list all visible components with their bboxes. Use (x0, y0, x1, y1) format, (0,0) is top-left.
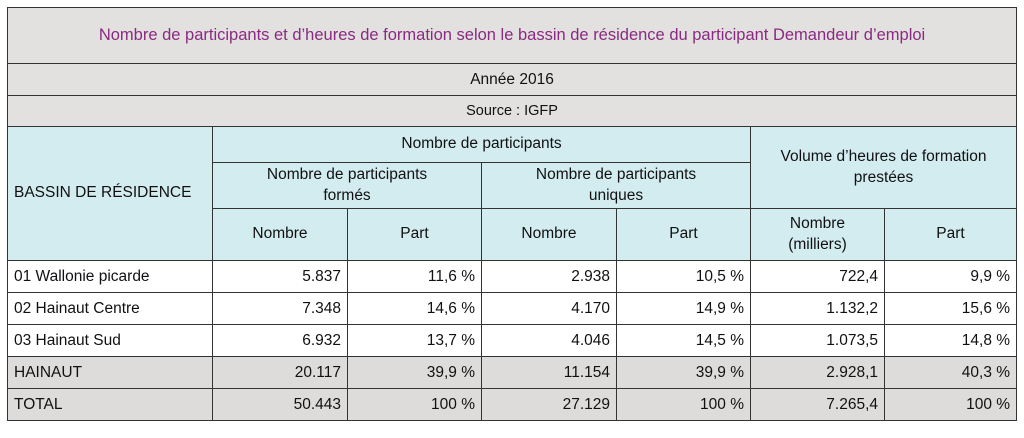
total-uniques-nombre: 27.129 (481, 388, 617, 421)
row-heures-part: 15,6 % (883, 292, 1018, 325)
row-bassin: 02 Hainaut Centre (7, 292, 213, 325)
row-heures-part: 14,8 % (883, 324, 1018, 357)
row-formes-nombre: 7.348 (212, 292, 348, 325)
header-uniques-part: Part (616, 208, 751, 261)
hainaut-row: HAINAUT 20.117 39,9 % 11.154 39,9 % 2.92… (7, 356, 1018, 389)
table-row: 01 Wallonie picarde 5.837 11,6 % 2.938 1… (7, 260, 1018, 293)
year-banner: Année 2016 (6, 63, 1018, 96)
total-bassin: TOTAL (7, 388, 213, 421)
hainaut-formes-part: 39,9 % (347, 356, 482, 389)
row-formes-nombre: 6.932 (212, 324, 348, 357)
total-formes-nombre: 50.443 (212, 388, 348, 421)
row-heures-nombre: 1.073,5 (750, 324, 885, 357)
header-nb-participants: Nombre de participants (212, 126, 751, 163)
total-formes-part: 100 % (347, 388, 482, 421)
header-volume-heures: Volume d’heures de formation prestées (749, 126, 1018, 209)
hainaut-formes-nombre: 20.117 (212, 356, 348, 389)
row-heures-nombre: 1.132,2 (750, 292, 885, 325)
row-bassin: 03 Hainaut Sud (7, 324, 213, 357)
total-uniques-part: 100 % (616, 388, 751, 421)
header-heures-part: Part (883, 208, 1018, 261)
table-title: Nombre de participants et d’heures de fo… (6, 7, 1018, 64)
row-uniques-nombre: 2.938 (481, 260, 617, 293)
header-uniques-nombre: Nombre (481, 208, 617, 261)
row-uniques-part: 10,5 % (616, 260, 751, 293)
total-row: TOTAL 50.443 100 % 27.129 100 % 7.265,4 … (7, 388, 1018, 421)
row-bassin: 01 Wallonie picarde (7, 260, 213, 293)
participants-table: Nombre de participants et d’heures de fo… (6, 7, 1018, 421)
source-banner: Source : IGFP (6, 95, 1018, 127)
row-uniques-nombre: 4.170 (481, 292, 617, 325)
total-heures-part: 100 % (883, 388, 1018, 421)
header-formes-part: Part (347, 208, 482, 261)
header-bassin: BASSIN DE RÉSIDENCE (7, 126, 213, 261)
hainaut-uniques-nombre: 11.154 (481, 356, 617, 389)
hainaut-uniques-part: 39,9 % (616, 356, 751, 389)
row-uniques-part: 14,5 % (616, 324, 751, 357)
hainaut-bassin: HAINAUT (7, 356, 213, 389)
header-formes-nombre: Nombre (212, 208, 348, 261)
row-heures-part: 9,9 % (883, 260, 1018, 293)
header-heures-nombre: Nombre (milliers) (750, 208, 885, 261)
row-uniques-nombre: 4.046 (481, 324, 617, 357)
header-participants-uniques: Nombre de participants uniques (481, 162, 751, 209)
row-formes-part: 13,7 % (347, 324, 482, 357)
hainaut-heures-nombre: 2.928,1 (750, 356, 885, 389)
row-formes-nombre: 5.837 (212, 260, 348, 293)
row-heures-nombre: 722,4 (750, 260, 885, 293)
row-formes-part: 11,6 % (347, 260, 482, 293)
hainaut-heures-part: 40,3 % (883, 356, 1018, 389)
row-formes-part: 14,6 % (347, 292, 482, 325)
row-uniques-part: 14,9 % (616, 292, 751, 325)
total-heures-nombre: 7.265,4 (750, 388, 885, 421)
header-participants-formes: Nombre de participants formés (212, 162, 482, 209)
table-row: 03 Hainaut Sud 6.932 13,7 % 4.046 14,5 %… (7, 324, 1018, 357)
table-row: 02 Hainaut Centre 7.348 14,6 % 4.170 14,… (7, 292, 1018, 325)
